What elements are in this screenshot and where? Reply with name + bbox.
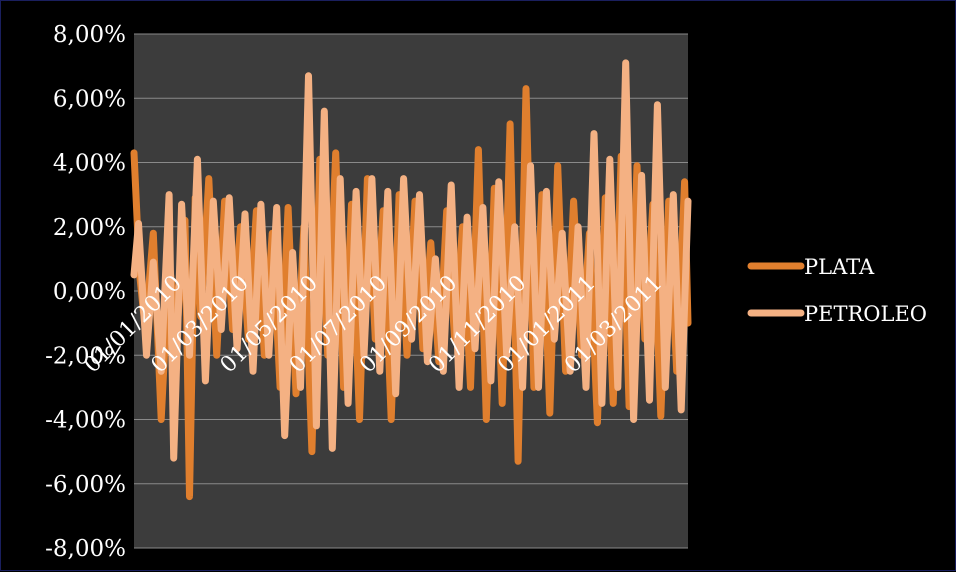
series-line-petroleo: [130, 59, 692, 462]
y-tick-label: 8,00%: [53, 22, 126, 48]
y-tick-label: 2,00%: [53, 215, 126, 241]
y-tick-label: -8,00%: [45, 536, 126, 562]
legend-label-petroleo: PETROLEO: [804, 302, 927, 326]
y-tick-label: -6,00%: [45, 472, 126, 498]
y-tick-label: -4,00%: [45, 408, 126, 434]
y-tick-label: -2,00%: [45, 343, 126, 369]
y-tick-label: 4,00%: [53, 151, 126, 177]
series-line-plata: [130, 85, 692, 501]
y-tick-label: 6,00%: [53, 86, 126, 112]
y-tick-label: 0,00%: [53, 279, 126, 305]
legend-label-plata: PLATA: [804, 255, 875, 279]
